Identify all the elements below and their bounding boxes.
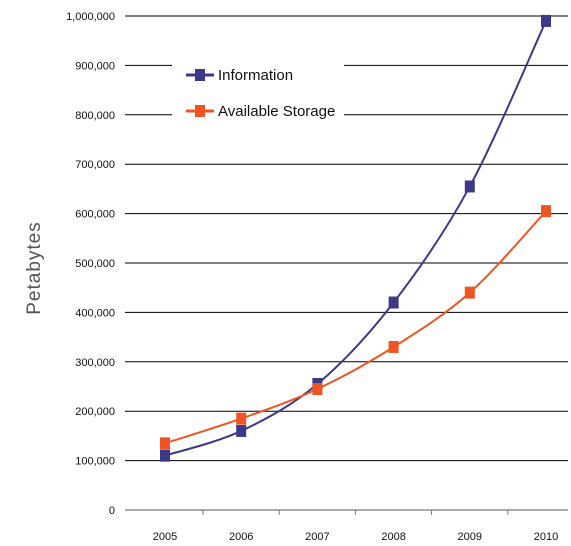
y-tick-labels: 0 100,000 200,000 300,000 400,000 500,000 600,… [66,11,115,517]
y-tick-label: 0 [109,505,115,517]
y-tick-label: 900,000 [75,60,115,72]
y-tick-label: 400,000 [75,307,115,319]
data-point [160,437,170,450]
series-line [164,210,547,445]
data-point [236,424,247,437]
axes [125,509,568,515]
y-tick-label: 800,000 [75,110,115,122]
y-tick-label: 1,000,000 [66,11,115,23]
y-tick-label: 700,000 [75,159,115,171]
x-tick-label: 2009 [458,531,482,543]
legend-label: Available Storage [218,103,335,120]
x-tick-labels: 2005 2006 2007 2008 2009 2010 [153,531,558,543]
legend-marker [195,69,205,81]
x-tick-label: 2008 [381,531,405,543]
y-tick-label: 300,000 [75,357,115,369]
data-point [388,340,399,353]
data-point [236,412,247,425]
x-tick-label: 2006 [229,531,253,543]
y-tick-label: 600,000 [75,209,115,221]
data-point [160,449,170,462]
data-point [464,286,475,299]
x-tick-label: 2007 [305,531,329,543]
data-point [312,382,323,395]
data-point [464,180,475,193]
data-point [541,14,551,27]
series-markers [160,14,551,462]
y-axis-label: Petabytes [24,221,45,315]
y-tick-label: 500,000 [75,258,115,270]
legend: Information Available Storage [186,67,335,120]
legend-label: Information [218,67,293,84]
gridlines [125,15,568,462]
data-point [388,296,399,309]
legend-marker [195,105,205,117]
y-tick-label: 100,000 [75,456,115,468]
x-tick-label: 2005 [153,531,177,543]
x-tick-label: 2010 [534,531,558,543]
y-tick-label: 200,000 [75,406,115,418]
data-point [541,205,551,218]
